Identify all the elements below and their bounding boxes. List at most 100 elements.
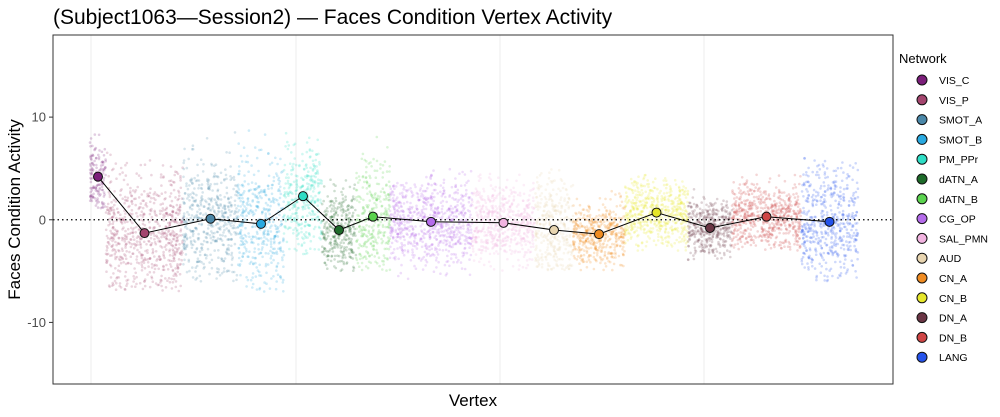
- point-VIS_C: [95, 166, 98, 170]
- point-AUD: [534, 203, 537, 207]
- point-VIS_P: [112, 215, 115, 218]
- point-VIS_P: [164, 286, 168, 289]
- point-VIS_C: [96, 189, 100, 193]
- point-VIS_C: [94, 187, 98, 191]
- point-dATN_B: [362, 232, 365, 236]
- point-SMOT_B: [238, 223, 241, 227]
- point-SMOT_A: [208, 261, 211, 264]
- point-SAL_PMN: [521, 247, 524, 251]
- point-VIS_P: [165, 212, 169, 215]
- point-SAL_PMN: [478, 191, 481, 194]
- point-CG_OP: [404, 194, 408, 197]
- point-CG_OP: [406, 277, 410, 281]
- point-SMOT_B: [237, 142, 240, 145]
- point-PM_PPr: [284, 182, 288, 185]
- point-VIS_C: [101, 160, 104, 163]
- point-VIS_P: [113, 213, 116, 216]
- point-SMOT_A: [185, 243, 189, 247]
- point-VIS_P: [140, 269, 144, 272]
- point-SMOT_B: [274, 156, 277, 160]
- point-dATN_A: [350, 250, 354, 253]
- point-VIS_P: [146, 257, 150, 261]
- point-VIS_P: [178, 272, 182, 276]
- point-VIS_P: [149, 187, 152, 190]
- point-SAL_PMN: [487, 260, 491, 264]
- point-dATN_A: [333, 245, 336, 248]
- point-AUD: [566, 251, 570, 255]
- point-PM_PPr: [296, 237, 299, 241]
- point-AUD: [559, 198, 562, 202]
- point-VIS_P: [131, 189, 135, 192]
- point-SMOT_A: [213, 231, 216, 235]
- point-PM_PPr: [316, 170, 319, 174]
- point-SMOT_B: [260, 212, 264, 215]
- point-PM_PPr: [293, 205, 297, 209]
- point-VIS_P: [176, 267, 180, 270]
- point-VIS_P: [107, 210, 111, 214]
- point-CG_OP: [410, 191, 414, 195]
- point-SMOT_A: [216, 188, 220, 192]
- point-VIS_P: [140, 218, 143, 222]
- point-PM_PPr: [319, 198, 322, 202]
- point-SMOT_B: [270, 183, 274, 187]
- point-PM_PPr: [313, 201, 317, 204]
- point-VIS_P: [138, 281, 142, 285]
- point-VIS_P: [135, 255, 139, 258]
- point-SMOT_B: [243, 174, 246, 177]
- point-VIS_C: [98, 186, 102, 190]
- point-VIS_P: [130, 243, 134, 246]
- point-AUD: [546, 246, 550, 249]
- point-SAL_PMN: [518, 191, 522, 195]
- point-SMOT_B: [239, 205, 242, 208]
- point-SMOT_A: [220, 257, 223, 260]
- point-VIS_P: [120, 255, 123, 259]
- point-SAL_PMN: [479, 257, 483, 260]
- point-VIS_P: [105, 261, 108, 264]
- point-SMOT_A: [206, 182, 210, 186]
- point-SMOT_A: [197, 216, 200, 219]
- point-AUD: [534, 256, 537, 260]
- point-PM_PPr: [291, 207, 294, 210]
- point-SMOT_B: [258, 191, 262, 194]
- point-VIS_P: [170, 183, 173, 187]
- point-VIS_P: [174, 219, 178, 223]
- point-PM_PPr: [282, 193, 286, 197]
- point-CN_A: [605, 215, 608, 219]
- point-SMOT_B: [247, 189, 251, 192]
- point-CN_B: [637, 204, 640, 208]
- point-SMOT_A: [229, 233, 233, 236]
- point-PM_PPr: [294, 192, 298, 196]
- point-PM_PPr: [308, 156, 312, 159]
- point-PM_PPr: [304, 164, 308, 167]
- point-VIS_P: [110, 231, 113, 235]
- point-CG_OP: [410, 242, 413, 246]
- point-SAL_PMN: [501, 269, 504, 272]
- point-VIS_P: [167, 230, 170, 234]
- point-VIS_P: [160, 246, 164, 249]
- point-VIS_P: [142, 213, 145, 216]
- point-VIS_C: [90, 166, 94, 170]
- point-CG_OP: [453, 236, 456, 239]
- point-SAL_PMN: [471, 200, 474, 203]
- point-AUD: [570, 264, 574, 267]
- point-VIS_C: [103, 147, 107, 151]
- point-VIS_C: [100, 150, 104, 154]
- point-VIS_P: [129, 219, 133, 223]
- point-VIS_P: [159, 278, 162, 282]
- point-SAL_PMN: [478, 204, 482, 208]
- point-VIS_P: [128, 250, 131, 254]
- point-VIS_C: [94, 186, 98, 190]
- point-dATN_A: [345, 248, 348, 252]
- point-VIS_P: [168, 223, 172, 227]
- point-SMOT_B: [261, 246, 264, 249]
- point-AUD: [550, 243, 553, 246]
- point-CN_A: [585, 265, 589, 269]
- point-SMOT_A: [209, 223, 213, 226]
- point-SAL_PMN: [501, 231, 504, 235]
- point-VIS_C: [95, 156, 98, 160]
- point-dATN_A: [333, 189, 336, 193]
- point-CN_A: [591, 238, 595, 242]
- point-SMOT_A: [221, 215, 225, 218]
- point-VIS_P: [143, 284, 147, 288]
- point-VIS_P: [108, 217, 111, 221]
